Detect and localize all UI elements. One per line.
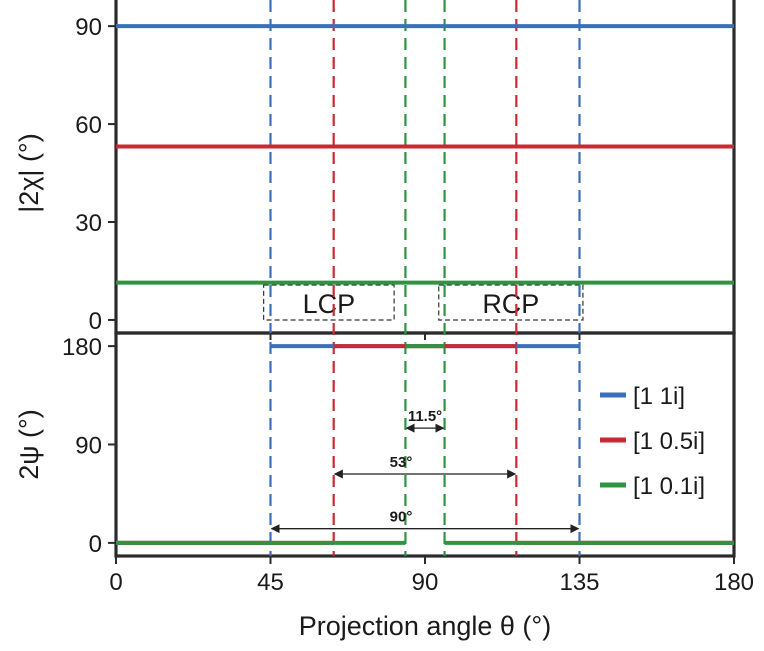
width-label-0: 11.5° xyxy=(408,408,442,425)
x-tick-label-4: 180 xyxy=(714,569,754,596)
series-layer xyxy=(114,24,736,545)
region-label-rcp: RCP xyxy=(482,289,539,319)
x-tick-label-2: 90 xyxy=(412,569,439,596)
region-box-lcp xyxy=(263,284,395,321)
bottom-y-tick-label-0: 0 xyxy=(89,531,102,558)
legend-label-1: [1 0.5i] xyxy=(633,428,705,455)
bottom-y-tick-label-2: 180 xyxy=(62,334,102,361)
bottom-y-axis-title: 2ψ (°) xyxy=(14,409,44,480)
top-y-axis-title: |2χ| (°) xyxy=(14,133,44,213)
legend-layer: [1 1i] [1 0.5i] [1 0.1i] xyxy=(600,383,705,500)
width-label-2: 90° xyxy=(390,509,413,526)
x-tick-label-0: 0 xyxy=(109,569,122,596)
top-y-tick-label-2: 60 xyxy=(75,112,102,139)
annotation-layer: 11.5° 53° 90° xyxy=(270,408,580,534)
top-y-tick-label-3: 90 xyxy=(75,14,102,41)
axis-layer: 0 45 90 135 180 Projection angle θ (°) 0 30 60 90… xyxy=(14,14,754,641)
width-label-1: 53° xyxy=(390,454,413,471)
x-tick-label-1: 45 xyxy=(257,569,284,596)
guide-layer xyxy=(269,0,581,556)
top-y-tick-label-0: 0 xyxy=(89,308,102,335)
region-layer: LCP RCP xyxy=(263,284,584,321)
region-label-lcp: LCP xyxy=(303,289,356,319)
legend-label-0: [1 1i] xyxy=(633,383,685,410)
bottom-y-tick-label-1: 90 xyxy=(75,433,102,460)
legend-label-2: [1 0.1i] xyxy=(633,473,705,500)
region-box-rcp xyxy=(438,284,584,321)
x-axis-title: Projection angle θ (°) xyxy=(299,611,551,641)
series-line-psi-2 xyxy=(116,344,734,545)
x-tick-label-3: 135 xyxy=(559,569,599,596)
top-y-tick-label-1: 30 xyxy=(75,210,102,237)
